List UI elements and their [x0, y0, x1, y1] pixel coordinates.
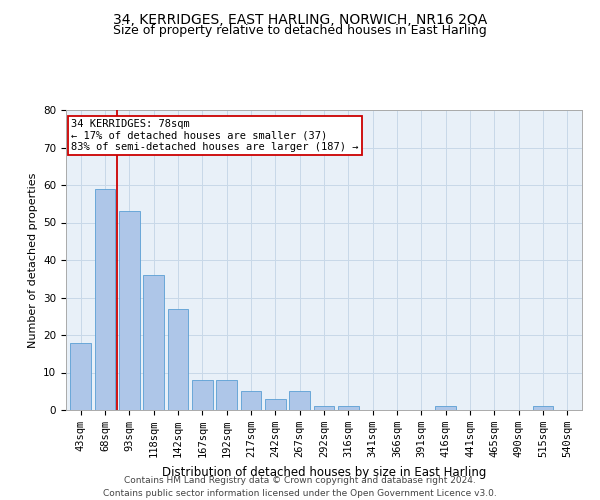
Bar	[533, 406, 553, 410]
X-axis label: Distribution of detached houses by size in East Harling: Distribution of detached houses by size …	[162, 466, 486, 478]
Bar	[265, 399, 286, 410]
Bar	[241, 391, 262, 410]
Bar	[143, 275, 164, 410]
Bar	[95, 188, 115, 410]
Text: 34, KERRIDGES, EAST HARLING, NORWICH, NR16 2QA: 34, KERRIDGES, EAST HARLING, NORWICH, NR…	[113, 12, 487, 26]
Y-axis label: Number of detached properties: Number of detached properties	[28, 172, 38, 348]
Text: Contains HM Land Registry data © Crown copyright and database right 2024.
Contai: Contains HM Land Registry data © Crown c…	[103, 476, 497, 498]
Bar	[338, 406, 359, 410]
Bar	[436, 406, 456, 410]
Bar	[289, 391, 310, 410]
Bar	[167, 308, 188, 410]
Bar	[216, 380, 237, 410]
Bar	[192, 380, 212, 410]
Text: 34 KERRIDGES: 78sqm
← 17% of detached houses are smaller (37)
83% of semi-detach: 34 KERRIDGES: 78sqm ← 17% of detached ho…	[71, 119, 359, 152]
Bar	[119, 211, 140, 410]
Bar	[314, 406, 334, 410]
Text: Size of property relative to detached houses in East Harling: Size of property relative to detached ho…	[113, 24, 487, 37]
Bar	[70, 342, 91, 410]
